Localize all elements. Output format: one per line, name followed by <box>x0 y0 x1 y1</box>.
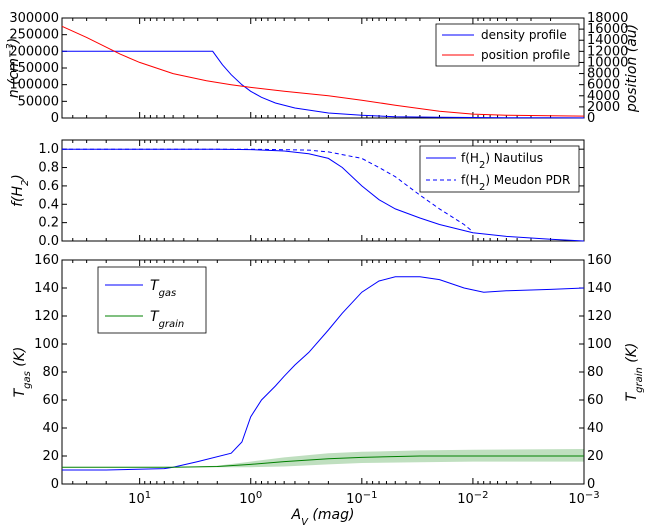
x-tick-label: 10−1 <box>346 490 377 508</box>
y2-tick-label: 0 <box>587 111 595 126</box>
y2-tick-label: 20 <box>587 449 604 464</box>
av-axis-label: AV (mag) <box>291 507 355 527</box>
y-tick-label: 40 <box>42 421 59 436</box>
fh2-meudon-line <box>62 148 474 233</box>
y2-tick-label: 0 <box>587 477 595 492</box>
y-tick-label: 20 <box>42 449 59 464</box>
y2-tick-label: 100 <box>587 337 612 352</box>
legend-label: Tgrain <box>150 309 184 330</box>
y-tick-label: 140 <box>34 281 59 296</box>
t-gas-axis-label: Tgas (K) <box>12 347 33 398</box>
y-tick-label: 1.0 <box>38 142 59 157</box>
y-tick-label: 0 <box>51 111 59 126</box>
y-tick-label: 200000 <box>9 44 59 59</box>
y-tick-label: 0.4 <box>38 197 59 212</box>
legend-label: f(H2) Meudon PDR <box>461 173 570 193</box>
y2-tick-label: 140 <box>587 281 612 296</box>
position-axis-label: position (au) <box>624 24 640 113</box>
x-tick-label: 10−3 <box>568 490 599 508</box>
y-tick-label: 120 <box>34 309 59 324</box>
y2-tick-label: 16000 <box>587 22 628 37</box>
y-tick-label: 100000 <box>9 78 59 93</box>
y-tick-label: 250000 <box>9 28 59 43</box>
y2-tick-label: 40 <box>587 421 604 436</box>
y-tick-label: 0.0 <box>38 234 59 249</box>
x-tick-label: 10−2 <box>457 490 488 508</box>
y-tick-label: 0 <box>51 477 59 492</box>
y-tick-label: 0.6 <box>38 179 59 194</box>
y-tick-label: 0.8 <box>38 161 59 176</box>
y-tick-label: 300000 <box>9 11 59 26</box>
t-gas-line <box>62 276 585 471</box>
legend-box <box>419 145 580 193</box>
legend-label: Tgas <box>150 278 176 299</box>
y2-tick-label: 6000 <box>587 78 620 93</box>
density-profile-line <box>62 50 585 119</box>
x-tick-label: 100 <box>239 490 262 508</box>
y2-tick-label: 10000 <box>587 55 628 70</box>
legend-label: position profile <box>481 48 570 62</box>
y2-tick-label: 18000 <box>587 11 628 26</box>
x-tick-label: 101 <box>128 490 151 508</box>
legend-label: density profile <box>481 28 567 42</box>
y2-tick-label: 120 <box>587 309 612 324</box>
y2-tick-label: 4000 <box>587 89 620 104</box>
y-tick-label: 150000 <box>9 61 59 76</box>
y-tick-label: 50000 <box>18 94 59 109</box>
y-tick-label: 160 <box>34 253 59 268</box>
y2-tick-label: 8000 <box>587 67 620 82</box>
y-tick-label: 60 <box>42 393 59 408</box>
legend-box <box>435 23 580 67</box>
y2-tick-label: 14000 <box>587 33 628 48</box>
y-tick-label: 100 <box>34 337 59 352</box>
y2-tick-label: 2000 <box>587 100 620 115</box>
fh2-panel-frame <box>61 139 585 242</box>
y-tick-label: 0.2 <box>38 216 59 231</box>
y2-tick-label: 80 <box>587 365 604 380</box>
legend-box <box>97 266 207 334</box>
y2-tick-label: 12000 <box>587 44 628 59</box>
legend-label: f(H2) Nautilus <box>461 151 543 171</box>
y-tick-label: 80 <box>42 365 59 380</box>
y2-tick-label: 160 <box>587 253 612 268</box>
t-grain-axis-label: Tgrain (K) <box>624 343 645 402</box>
t-grain-band <box>62 449 584 468</box>
t-grain-line <box>62 455 584 468</box>
fh2-axis-label: f(H2) <box>10 174 31 207</box>
density-axis-label: n (cm−3) <box>5 38 23 98</box>
position-profile-line <box>61 25 585 117</box>
y2-tick-label: 60 <box>587 393 604 408</box>
